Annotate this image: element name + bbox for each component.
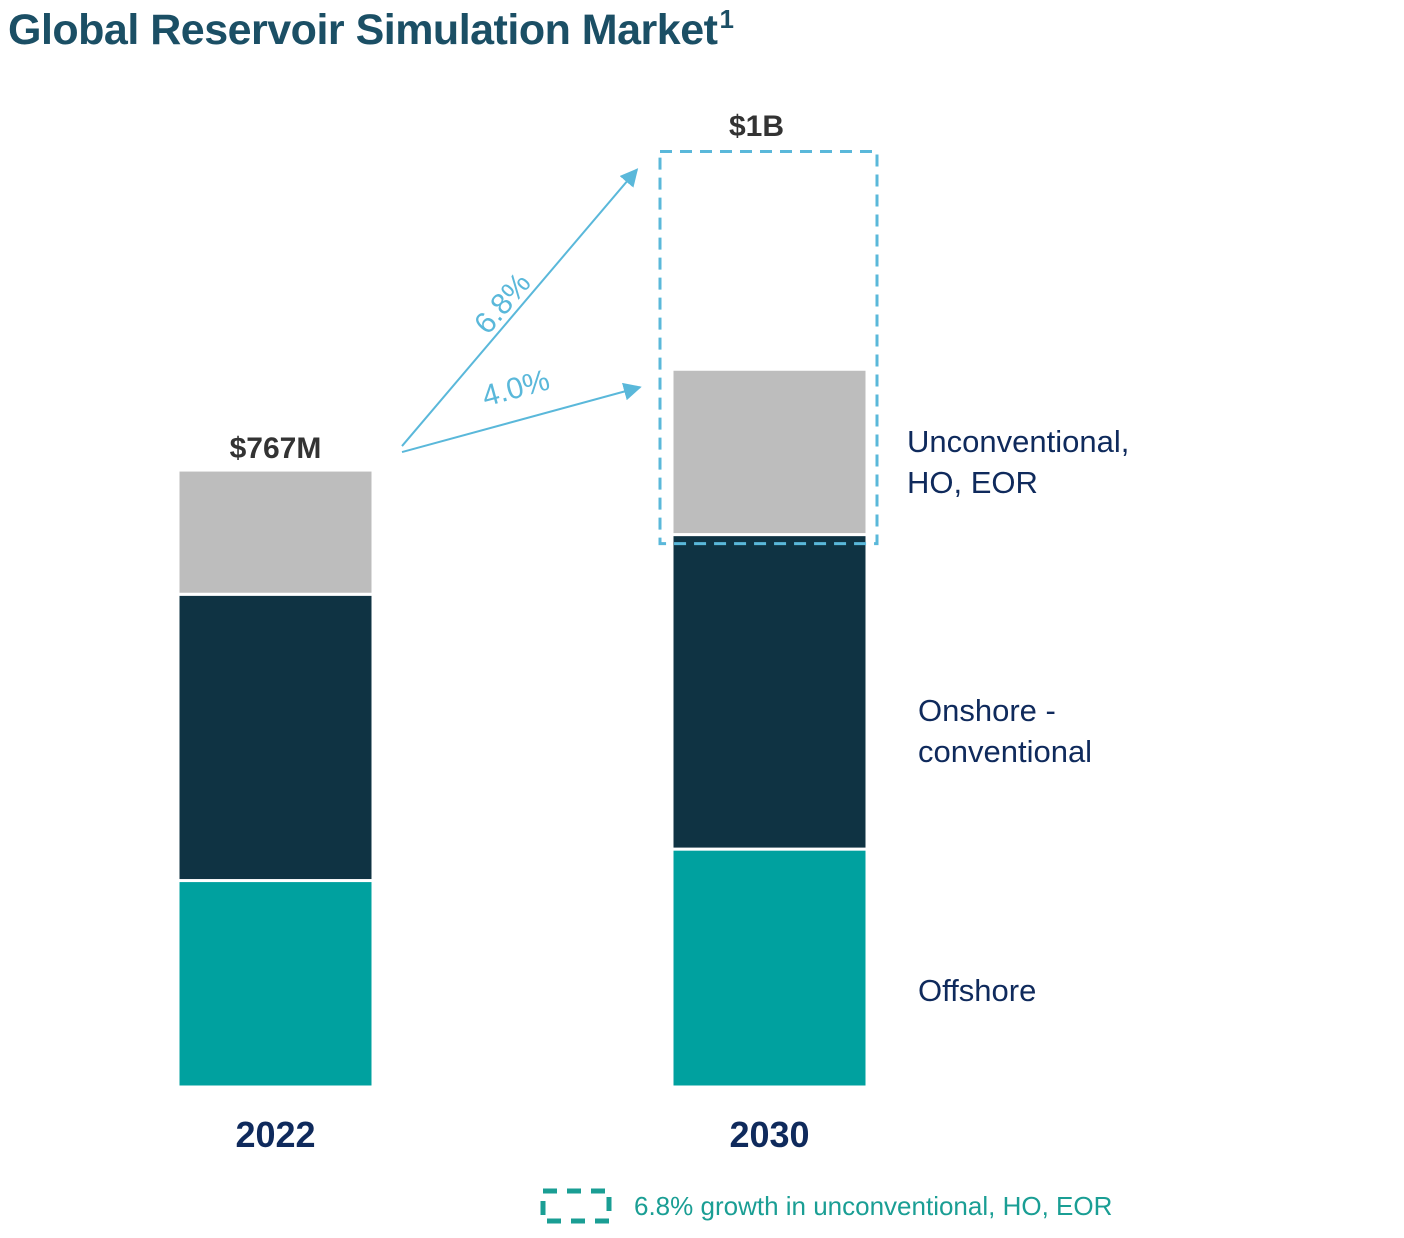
series-label-unconventional-ho-eor: Unconventional, HO, EOR — [907, 424, 1130, 500]
title-footnote: 1 — [719, 4, 734, 34]
legend: 6.8% growth in unconventional, HO, EOR — [540, 1186, 1112, 1226]
dashed-box-legend-icon — [540, 1188, 612, 1224]
series-label-offshore: Offshore — [918, 973, 1037, 1008]
bar-2030-offshore — [670, 847, 869, 1089]
chart-title: Global Reservoir Simulation Market1 — [8, 4, 734, 54]
bar-2022-onshore-conventional — [176, 592, 375, 883]
projection-dashed-box — [658, 150, 879, 546]
total-label-2030: $1B — [728, 109, 785, 143]
x-tick-label-2022: 2022 — [235, 1114, 316, 1155]
growth-arrows-layer — [401, 168, 642, 454]
growth-arrow-4-0 — [401, 382, 642, 454]
bar-2030-unconventional-ho-eor — [670, 367, 869, 537]
bar-2030-onshore-conventional — [670, 533, 869, 851]
bar-2022-unconventional-ho-eor — [176, 468, 375, 596]
series-label-onshore-conventional: Onshore - conventional — [918, 693, 1093, 769]
growth-arrow-6-8 — [401, 168, 639, 447]
legend-label: 6.8% growth in unconventional, HO, EOR — [634, 1190, 1113, 1221]
projection-layer — [658, 150, 879, 546]
x-tick-label-2030: 2030 — [729, 1114, 810, 1155]
bars-layer — [176, 367, 869, 1089]
bar-2022-offshore — [176, 879, 375, 1089]
total-label-2022: $767M — [229, 432, 322, 466]
